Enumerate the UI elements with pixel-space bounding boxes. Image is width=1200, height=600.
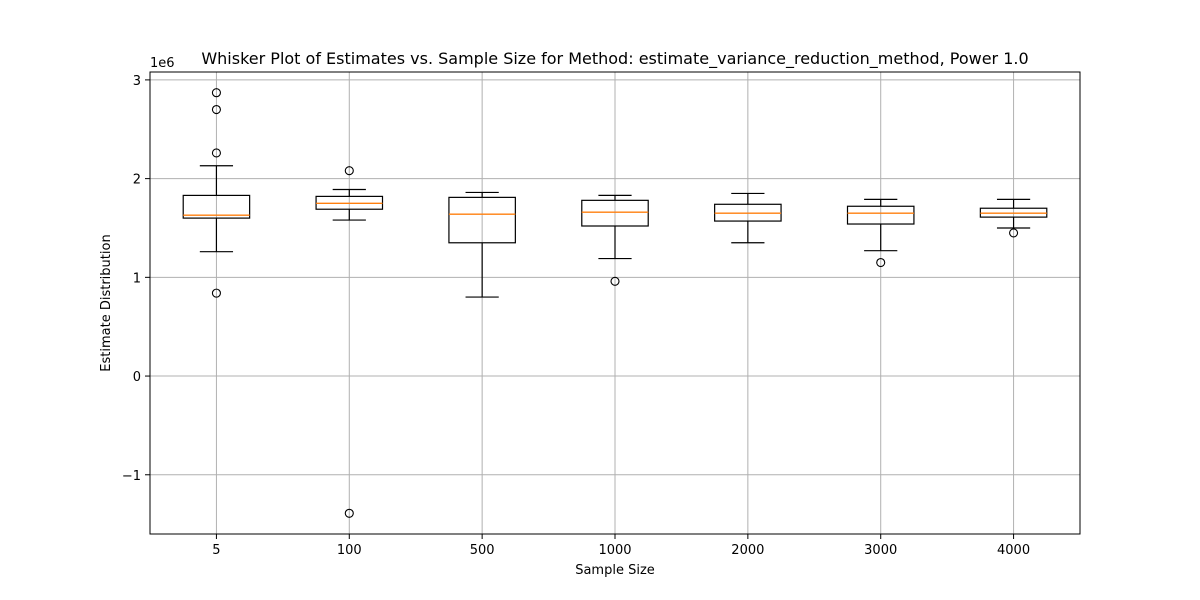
x-axis-label: Sample Size (575, 563, 655, 578)
box-group (979, 198, 1048, 238)
x-tick-label: 5 (212, 543, 220, 558)
y-tick-label: 3 (133, 74, 141, 89)
box-group (581, 194, 649, 286)
y-tick-label: 0 (133, 370, 141, 385)
x-tick-label: 2000 (731, 543, 764, 558)
boxes (182, 88, 1048, 518)
box-rect (846, 205, 915, 225)
box-group (448, 191, 516, 298)
grid (150, 72, 1080, 534)
y-tick-label: 2 (133, 173, 141, 188)
box-group (846, 198, 915, 268)
outlier-point (610, 276, 620, 286)
outlier-point (211, 288, 221, 298)
box-group (714, 192, 782, 244)
box-group (315, 166, 384, 518)
outlier-point (344, 166, 354, 176)
x-tick-label: 4000 (997, 543, 1030, 558)
outlier-point (876, 257, 886, 268)
box-rect (448, 196, 516, 244)
ticks: 5 100 500 1000 2000 3000 4000 −1 0 1 2 3 (122, 74, 1030, 558)
x-tick-label: 100 (337, 543, 362, 558)
y-axis-label: Estimate Distribution (99, 234, 114, 371)
outlier-point (344, 508, 354, 518)
outlier-point (211, 104, 221, 115)
outlier-point (211, 88, 221, 98)
box-group (182, 88, 251, 298)
x-tick-label: 500 (470, 543, 495, 558)
x-tick-label: 1000 (598, 543, 631, 558)
chart-title: Whisker Plot of Estimates vs. Sample Siz… (201, 49, 1028, 69)
x-tick-label: 3000 (864, 543, 897, 558)
y-tick-label: 1 (133, 271, 141, 286)
y-offset-label: 1e6 (150, 56, 175, 71)
outlier-point (1009, 228, 1019, 238)
outlier-point (211, 148, 221, 158)
box-rect (182, 194, 251, 219)
y-tick-label: −1 (122, 469, 141, 484)
box-rect (581, 199, 649, 227)
